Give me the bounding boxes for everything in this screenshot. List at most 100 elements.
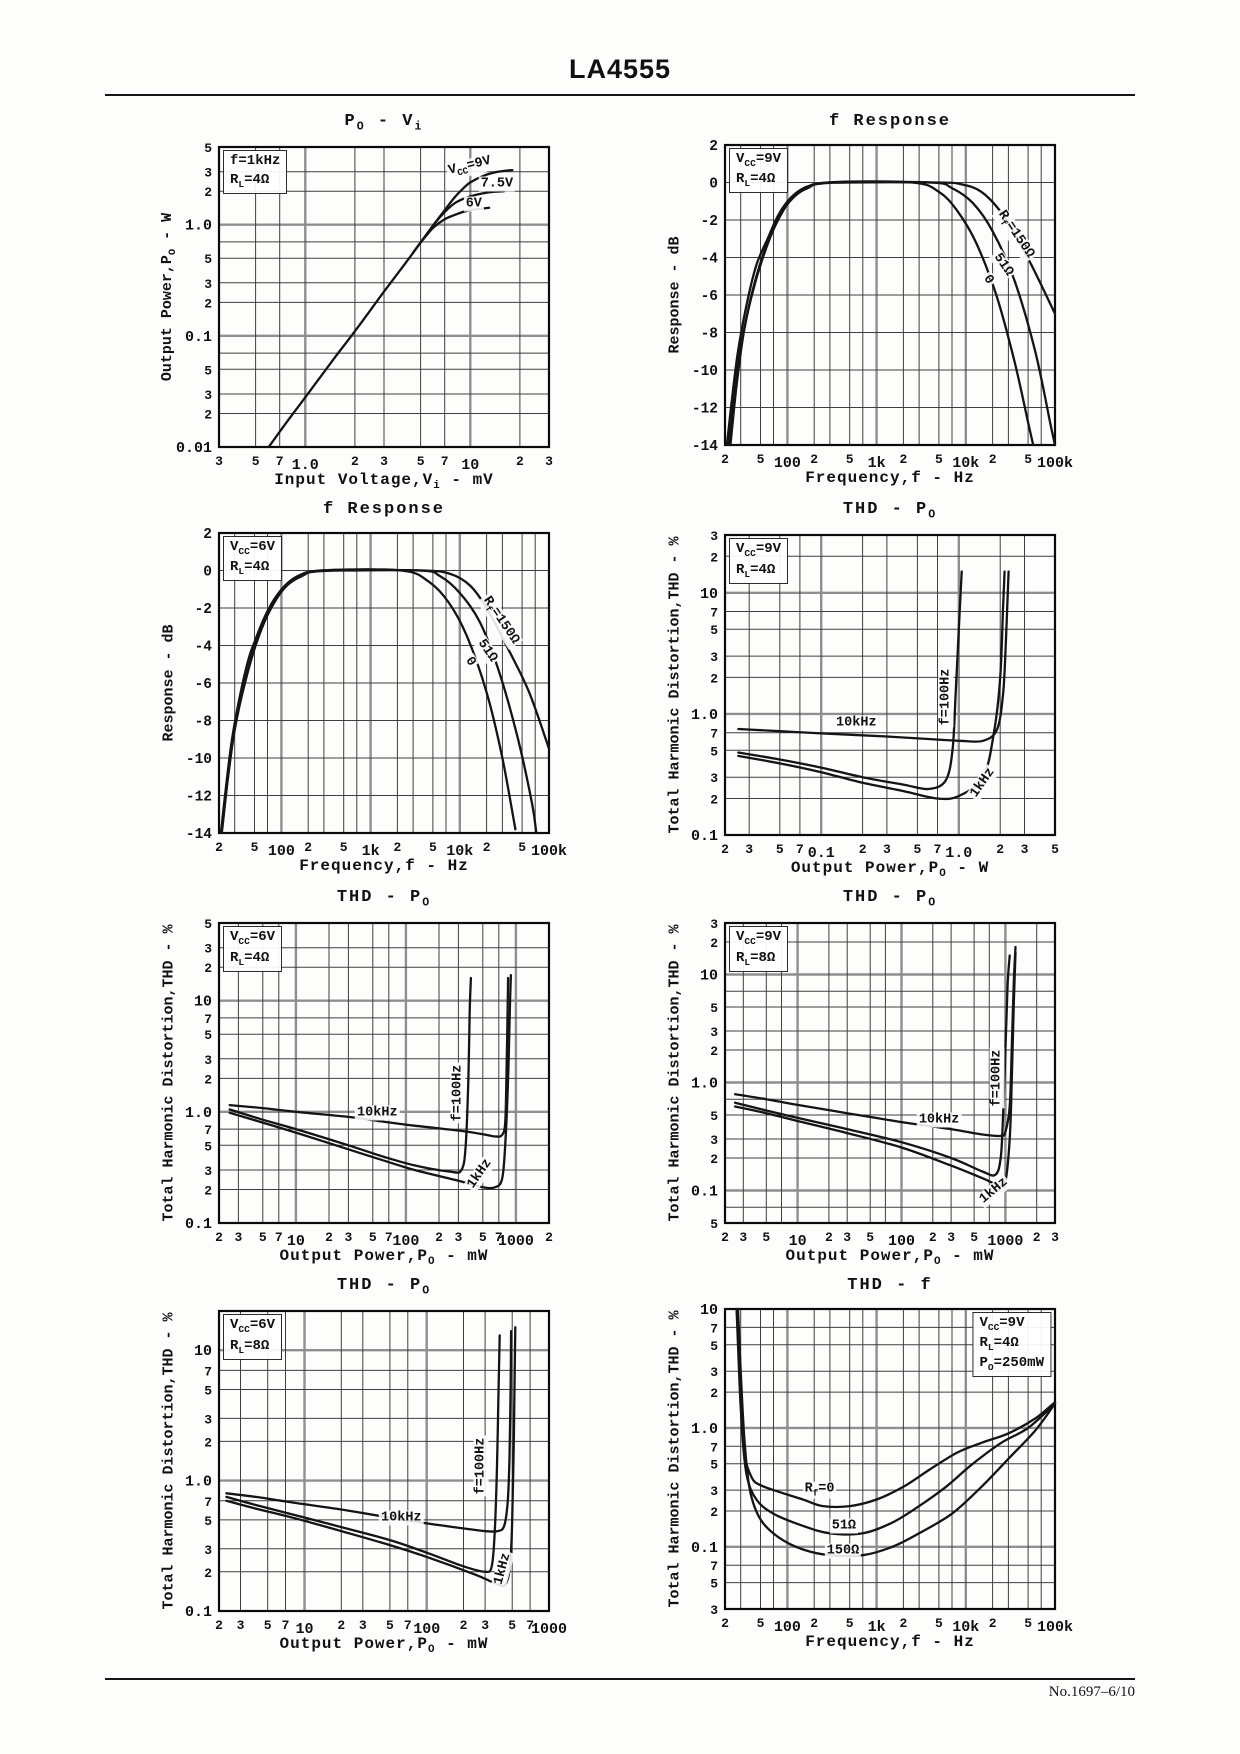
x-tick-label: 2 bbox=[337, 1618, 345, 1633]
chart-po-vi: PO - Vi 5 3 2 1.0 5 3 2 0.1 5 3 2 0.01 3 5 7 1.0 2 3 5 7 10 2 3… bbox=[155, 112, 579, 494]
x-tick-label: 7 bbox=[796, 842, 804, 857]
y-tick-label: -12 bbox=[692, 402, 718, 418]
x-axis-label: Output Power,PO - mW bbox=[785, 1247, 995, 1269]
page-footer: No.1697–6/10 bbox=[105, 1678, 1135, 1701]
y-tick-label: -8 bbox=[701, 327, 718, 343]
series-10khz bbox=[737, 570, 1010, 744]
y-tick-label: 3 bbox=[710, 1365, 718, 1380]
page-number: No.1697–6/10 bbox=[1048, 1684, 1135, 1700]
y-tick-label: 3 bbox=[710, 1025, 718, 1040]
x-tick-label: 3 bbox=[481, 1618, 489, 1633]
series-1khz bbox=[225, 1326, 517, 1588]
curve-label-f-100hz: f=100Hz bbox=[473, 1435, 489, 1497]
y-tick-label: 2 bbox=[204, 1566, 212, 1581]
x-axis-label: Frequency,f - Hz bbox=[299, 857, 469, 875]
chart-title: THD - PO bbox=[842, 500, 938, 522]
y-tick-label: 5 bbox=[204, 141, 212, 156]
y-tick-label: 2 bbox=[204, 1073, 212, 1088]
condition-line: VCC=6V bbox=[230, 1317, 276, 1336]
curve-label-10khz: 10kHz bbox=[379, 1510, 424, 1526]
y-tick-label: 0.1 bbox=[691, 1184, 718, 1201]
x-tick-label: 2 bbox=[393, 840, 401, 855]
x-tick-label: 7 bbox=[404, 1618, 412, 1633]
chart-title: THD - PO bbox=[336, 1276, 432, 1298]
x-tick-label: 10 bbox=[461, 457, 479, 474]
curve-label-6v: 6V bbox=[463, 196, 484, 212]
y-tick-label: 2 bbox=[710, 1505, 718, 1520]
chart-f-response-6v: f Response 2 0 -2 -4 -6 -8 -10 -12 -14 2 5 100 2 5 1k 2 5… bbox=[155, 500, 579, 882]
y-tick-label: 0.1 bbox=[185, 1604, 212, 1621]
plot-zone: 10 7 5 3 2 1.0 7 5 3 2 0.1 2 3 5 7 10 2 3 5 7 100 2 3 5 7 1000 Tot… bbox=[155, 1299, 579, 1657]
y-tick-label: 10 bbox=[700, 586, 718, 603]
curve-label-150: 150Ω bbox=[824, 1543, 862, 1559]
x-tick-label: 3 bbox=[1051, 1230, 1059, 1245]
x-tick-label: 2 bbox=[516, 454, 524, 469]
x-tick-label: 100 bbox=[268, 843, 295, 860]
y-tick-label: 0.1 bbox=[691, 1540, 718, 1557]
x-tick-label: 100k bbox=[1037, 1619, 1073, 1636]
x-tick-label: 5 bbox=[776, 842, 784, 857]
y-axis-label: Total Harmonic Distortion,THD - % bbox=[666, 536, 684, 834]
chart-title: f Response bbox=[322, 500, 446, 519]
x-tick-label: 7 bbox=[441, 454, 449, 469]
y-tick-label: 2 bbox=[204, 408, 212, 423]
x-tick-label: 3 bbox=[745, 842, 753, 857]
series-10khz bbox=[733, 946, 1017, 1138]
plot-zone: 3 2 10 5 3 2 1.0 5 3 2 0.1 5 2 3 5 10 2 3 5 100 2 3 5 1000 2 3 Tot… bbox=[661, 911, 1085, 1269]
x-tick-label: 2 bbox=[460, 1618, 468, 1633]
x-tick-label: 2 bbox=[859, 842, 867, 857]
x-tick-label: 2 bbox=[721, 452, 729, 467]
y-tick-label: 3 bbox=[204, 942, 212, 957]
y-tick-label: 5 bbox=[204, 1384, 212, 1399]
y-tick-label: 5 bbox=[204, 917, 212, 932]
condition-line: PO=250mW bbox=[979, 1355, 1044, 1374]
series-7-5v bbox=[419, 190, 506, 245]
conditions-box: VCC=9V RL=4Ω bbox=[729, 148, 789, 194]
y-tick-label: -4 bbox=[701, 252, 719, 268]
x-tick-label: 10 bbox=[789, 1233, 807, 1250]
condition-line: RL=4Ω bbox=[736, 561, 776, 580]
condition-line: f=1kHz bbox=[230, 153, 281, 170]
x-tick-label: 2 bbox=[929, 1230, 937, 1245]
x-tick-label: 5 bbox=[757, 452, 765, 467]
y-tick-label: 5 bbox=[710, 1458, 718, 1473]
condition-line: RL=4Ω bbox=[230, 949, 270, 968]
plot-border bbox=[723, 143, 1057, 447]
curve-label-7-5v: 7.5V bbox=[478, 176, 516, 192]
y-tick-label: 7 bbox=[710, 606, 718, 621]
x-tick-label: 5 bbox=[846, 452, 854, 467]
y-tick-label: 5 bbox=[204, 1140, 212, 1155]
y-tick-label: -10 bbox=[186, 752, 212, 768]
y-tick-label: -10 bbox=[692, 364, 718, 380]
x-tick-label: 5 bbox=[935, 452, 943, 467]
plot-border bbox=[217, 1310, 551, 1613]
x-axis-label: Input Voltage,Vi - mV bbox=[274, 471, 494, 493]
y-tick-label: 5 bbox=[204, 1029, 212, 1044]
x-tick-label: 5 bbox=[866, 1230, 874, 1245]
plot-zone: 2 0 -2 -4 -6 -8 -10 -12 -14 2 5 100 2 5 1k 2 5 10k 2 5 100k R… bbox=[155, 521, 579, 875]
x-tick-label: 3 bbox=[883, 842, 891, 857]
series-51 bbox=[735, 1307, 1057, 1536]
curve-label-f-100hz: f=100Hz bbox=[450, 1062, 466, 1124]
x-tick-label: 100 bbox=[392, 1233, 419, 1250]
series-10khz bbox=[225, 1330, 513, 1534]
y-tick-label: 5 bbox=[204, 1514, 212, 1529]
plot-zone: 5 3 2 10 7 5 3 2 1.0 7 5 3 2 0.1 2 3 5 7 10 2 3 5 7 100 2 3 5 7 1000… bbox=[155, 911, 579, 1268]
series-10khz bbox=[228, 977, 510, 1139]
x-tick-label: 100 bbox=[413, 1621, 440, 1638]
y-axis-label: Total Harmonic Distortion,THD - % bbox=[666, 1310, 684, 1608]
y-tick-label: 3 bbox=[204, 1543, 212, 1558]
y-tick-label: 5 bbox=[710, 1109, 718, 1124]
y-tick-label: 2 bbox=[204, 962, 212, 977]
series-1khz bbox=[733, 951, 1017, 1189]
series-f-100hz bbox=[737, 570, 963, 791]
y-tick-label: 0.1 bbox=[185, 1216, 212, 1233]
y-tick-label: 5 bbox=[204, 253, 212, 268]
condition-line: RL=8Ω bbox=[736, 949, 776, 968]
x-tick-label: 2 bbox=[989, 1616, 997, 1631]
y-tick-label: 1.0 bbox=[185, 218, 212, 235]
x-tick-label: 1000 bbox=[498, 1233, 534, 1250]
x-tick-label: 5 bbox=[518, 840, 526, 855]
x-tick-label: 2 bbox=[351, 454, 359, 469]
x-tick-label: 2 bbox=[989, 452, 997, 467]
